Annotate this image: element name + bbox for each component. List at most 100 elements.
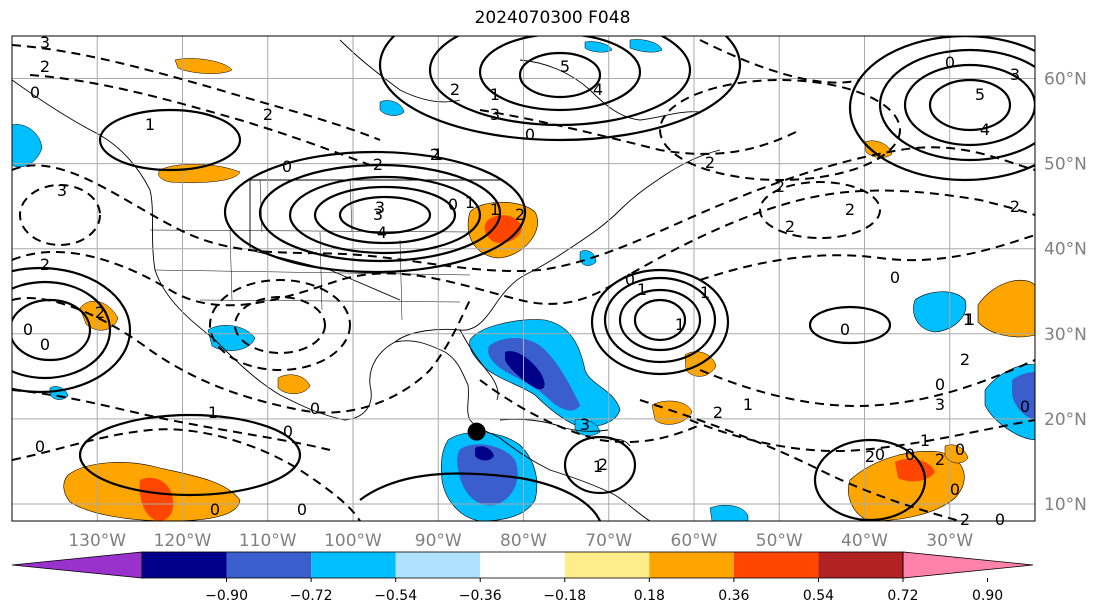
contour-label: 0 [905,445,915,464]
contour-car-1 [563,435,637,495]
anomaly-small-4 [12,124,43,168]
contour-label: 0 [875,445,885,464]
anomaly-strong-rightmid [1012,372,1035,420]
contour-pac-2 [12,280,112,380]
contour-dash-1 [12,146,1035,273]
contour-label: 0 [945,53,955,72]
contour-dash-2 [12,189,1035,307]
contour-n-4 [378,36,742,142]
contour-label: 0 [950,480,960,499]
contour-n-1 [518,51,602,99]
anomaly-small-14 [174,58,233,74]
colorbar-tick-label: −0.90 [205,588,248,604]
anomaly-small-8 [864,140,893,158]
lon-tick-label: 70°W [585,531,632,551]
contour-label: 0 [283,422,293,441]
lon-tick-label: 50°W [756,531,803,551]
positive-contours [12,36,1035,521]
contour-label: 2 [40,255,50,274]
contour-label: 1 [700,283,710,302]
contour-dash-4 [12,389,331,451]
contour-label: 2 [1010,197,1020,216]
map-frame [11,35,1036,522]
colorbar-tick-label: 0.36 [718,588,749,604]
contour-label: 2 [775,177,785,196]
colorbar: −0.90 −0.72 −0.54 −0.36 −0.18 0.18 0.36 0.54 0.7… [11,551,1034,604]
contour-dash-6 [699,359,1035,407]
contour-label: 2 [960,510,970,529]
contour-label: 1 [465,193,475,212]
contour-ne-3 [878,48,1035,162]
contour-ne-2 [903,63,1035,147]
contour-n-2 [478,36,642,112]
contour-dash-16 [29,74,371,166]
contour-dash-14 [659,79,901,181]
colorbar-tick-label: −0.54 [374,588,417,604]
colorbar-tick-label: 0.72 [887,588,918,604]
contour-label: 1 [433,145,443,164]
contour-label: 0 [30,83,40,102]
lon-tick-label: 80°W [500,531,547,551]
storm-center-marker [467,422,486,441]
contour-label: 2 [960,350,970,369]
anomaly-positive-right [977,279,1035,338]
contour-dash-18 [699,39,861,84]
contour-label: 2 [785,217,795,236]
contour-label: 2 [40,57,50,76]
lat-tick-label: 20°N [1044,410,1087,430]
contour-label: 2 [450,80,460,99]
contour-dash-11 [19,184,101,246]
anomaly-small-12 [629,39,663,53]
contour-label: 1 [145,115,155,134]
lat-tick-label: 30°N [1044,325,1087,345]
colorbar-segment [818,552,903,578]
contour-label: 0 [995,510,1005,529]
contour-pac-s [78,413,302,497]
contour-label: 0 [955,440,965,459]
colorbar-segment [649,552,734,578]
lon-tick-label: 130°W [68,531,126,551]
contour-label: 1 [965,310,975,329]
contour-label: 3 [490,105,500,124]
contour-label: 1 [593,457,603,476]
contour-label: 4 [593,80,603,99]
contour-dash-3 [12,297,471,414]
lat-tick-label: 50°N [1044,155,1087,175]
contour-label: 1 [637,280,647,299]
lat-tick-label: 10°N [1044,495,1087,515]
lon-tick-label: 120°W [154,531,212,551]
contour-label: 0 [40,335,50,354]
anomaly-small-17 [944,444,969,464]
contour-label: 3 [1010,65,1020,84]
contour-atl-2 [618,288,702,352]
contour-label: 0 [35,437,45,456]
contour-dash-12 [209,279,351,371]
colorbar-tick-label: −0.18 [543,588,586,604]
contour-dash-15 [12,44,381,141]
anomaly-core-florida [505,351,545,390]
contour-dash-9 [699,234,1035,281]
colorbar-tick-label: 0.18 [634,588,665,604]
contour-label: 0 [210,500,220,519]
contour-dash-13 [234,296,326,354]
contour-label: 1 [963,310,973,329]
contour-label: 1 [675,315,685,334]
contour-label: 1 [743,395,753,414]
contour-se-1 [813,438,927,521]
contour-atl-1 [633,298,687,342]
contour-label: 4 [980,120,990,139]
contour-label: 0 [23,320,33,339]
lon-tick-label: 90°W [415,531,462,551]
contour-label: 4 [377,223,387,242]
contour-label: 0 [448,195,458,214]
contour-label: 2 [95,303,105,322]
contour-label: 3 [935,395,945,414]
contour-label: 2 [598,455,608,474]
lat-tick-label: 60°N [1044,70,1087,90]
chart-title: 2024070300 F048 [474,8,631,28]
colorbar-tick-label: 0.90 [972,588,1003,604]
lon-tick-label: 30°W [926,531,973,551]
contour-label: 3 [375,198,385,217]
contour-atl-4 [590,268,730,376]
